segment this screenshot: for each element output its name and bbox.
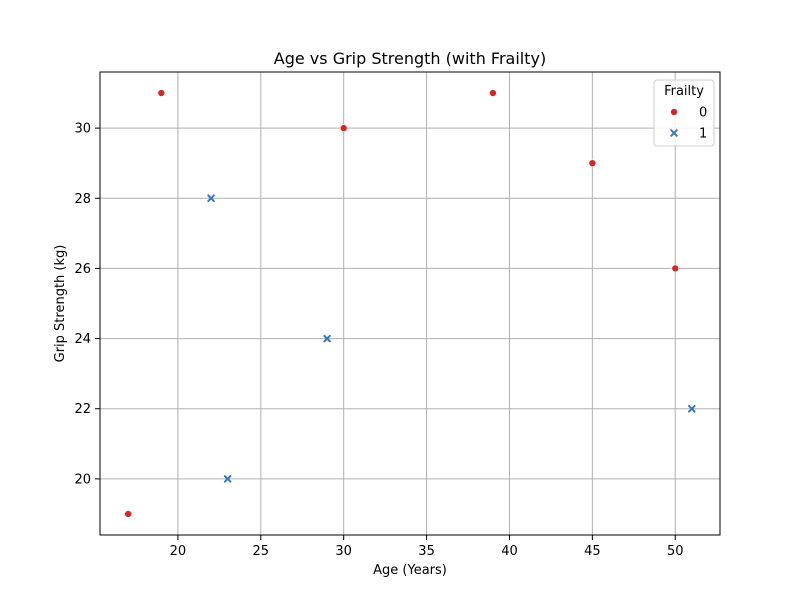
legend-marker-1: [670, 129, 678, 137]
data-point-series-1: [688, 404, 696, 413]
grid-lines: [100, 72, 720, 535]
y-tick-label: 22: [74, 402, 91, 417]
data-point-series-0: [489, 89, 497, 97]
data-point-series-0: [124, 510, 132, 518]
y-tick-label: 20: [74, 472, 91, 487]
chart-title: Age vs Grip Strength (with Frailty): [274, 49, 546, 68]
x-tick-label: 25: [253, 544, 270, 559]
data-point-series-0: [157, 89, 166, 97]
legend-label: 1: [699, 127, 707, 142]
axis-ticks: 20 25 30 35 40 45 50 20 22 24 26 28 30: [74, 122, 683, 559]
data-point-series-0: [588, 159, 597, 167]
data-point-series-1: [223, 475, 232, 483]
data-point-series-0: [671, 264, 680, 273]
data-point-series-0: [339, 124, 348, 132]
legend-marker-0: [670, 108, 678, 116]
y-tick-label: 30: [74, 122, 91, 137]
y-tick-label: 28: [74, 192, 91, 207]
data-point-series-1: [207, 194, 215, 203]
x-tick-label: 40: [501, 544, 518, 559]
y-tick-label: 24: [74, 332, 91, 347]
x-tick-label: 45: [584, 544, 601, 559]
x-tick-label: 20: [170, 544, 187, 559]
plot-frame: [99, 71, 721, 536]
x-tick-label: 35: [418, 544, 435, 559]
y-axis-title: Grip Strength (kg): [53, 245, 68, 363]
legend: Frailty 0 1: [653, 79, 715, 147]
legend-box: [653, 79, 715, 147]
data-point-series-1: [323, 334, 331, 343]
x-axis-title: Age (Years): [373, 563, 447, 578]
x-tick-label: 50: [667, 544, 684, 559]
legend-label: 0: [699, 106, 707, 121]
data-points: [124, 89, 696, 518]
y-tick-label: 26: [74, 262, 91, 277]
x-tick-label: 30: [335, 544, 352, 559]
legend-title: Frailty: [664, 84, 704, 99]
